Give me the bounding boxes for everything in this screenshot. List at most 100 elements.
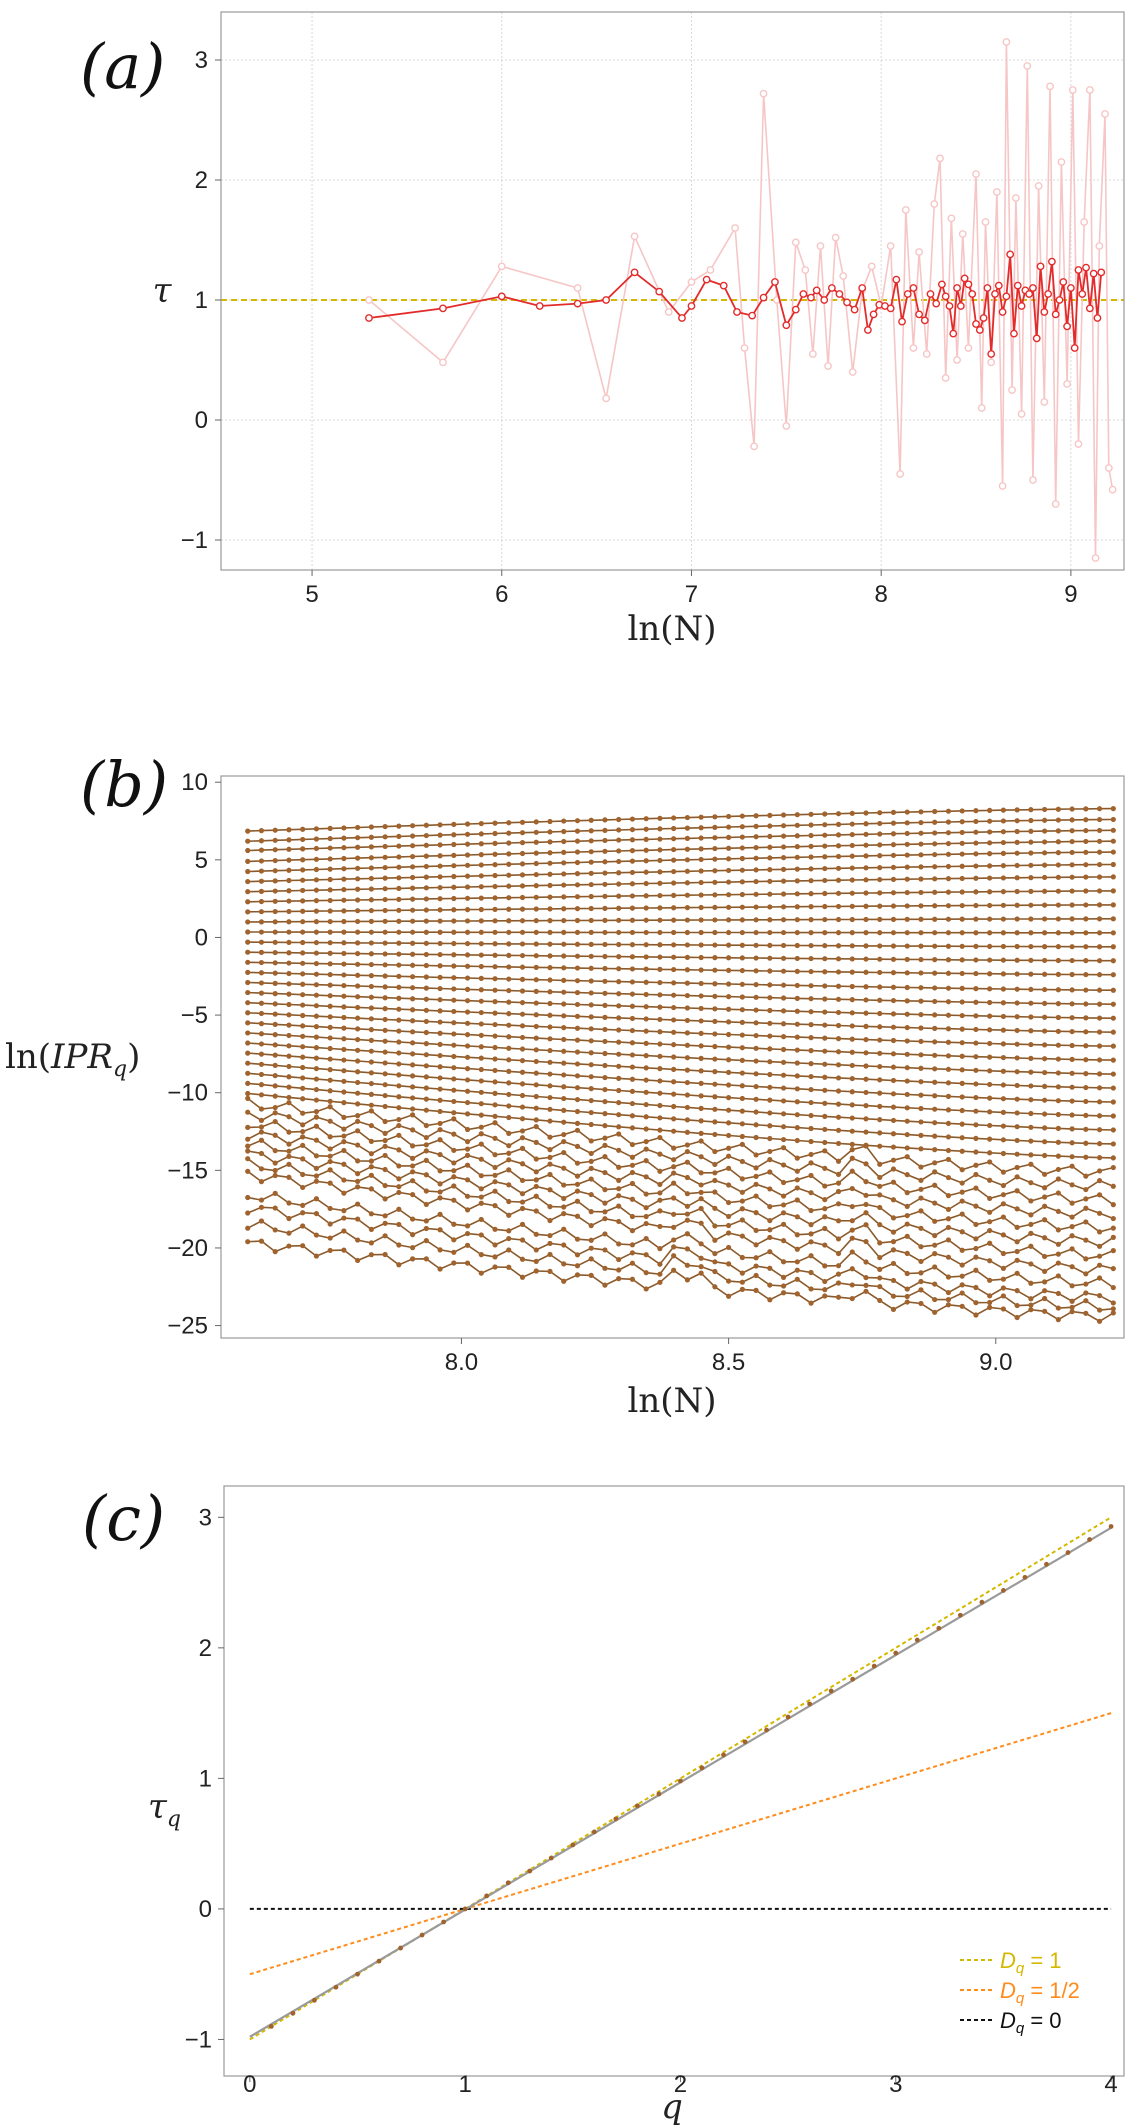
data-point (258, 898, 265, 905)
data-point (1028, 930, 1034, 936)
data-point (945, 985, 952, 991)
data-point (657, 1078, 663, 1084)
data-point (409, 853, 416, 860)
data-point (945, 1093, 952, 1099)
data-point-main (886, 304, 895, 313)
data-point (341, 845, 347, 851)
data-point (1042, 1097, 1048, 1103)
data-point (258, 939, 265, 945)
data-point (657, 1151, 663, 1157)
data-point (835, 930, 842, 936)
data-point (1110, 1141, 1116, 1147)
data-point (698, 1005, 704, 1012)
data-point (1096, 916, 1103, 922)
data-point (478, 1216, 484, 1223)
data-point (327, 918, 333, 925)
data-point (313, 908, 320, 914)
data-point (780, 833, 787, 839)
data-point (1000, 1068, 1006, 1074)
data-point (739, 1133, 745, 1140)
data-point (506, 1068, 512, 1074)
data-point (341, 1190, 347, 1196)
data-point (245, 1210, 251, 1216)
data-point (492, 820, 498, 826)
data-point (712, 1006, 718, 1012)
data-point (258, 1204, 265, 1210)
data-point (712, 1161, 718, 1168)
data-point (506, 929, 512, 935)
data-point (918, 1287, 924, 1293)
data-point (423, 929, 429, 935)
data-point (684, 814, 690, 821)
data-point (780, 1283, 787, 1289)
data-point (863, 1161, 869, 1167)
data-point (506, 1114, 512, 1121)
data-point (396, 1006, 402, 1012)
data-point (341, 1215, 347, 1221)
data-point (423, 1188, 429, 1194)
data-point (1014, 850, 1020, 856)
data-point (368, 1108, 374, 1114)
data-point (258, 1124, 265, 1130)
data-point (643, 905, 649, 911)
data-point (382, 886, 388, 892)
data-point (987, 1068, 993, 1074)
data-point (780, 1008, 787, 1014)
data-point (1096, 1192, 1103, 1198)
data-point (574, 1263, 581, 1269)
data-point (588, 817, 594, 823)
data-point (368, 824, 374, 830)
data-point-main (915, 310, 924, 319)
data-point (1028, 1307, 1034, 1313)
data-point (519, 999, 526, 1006)
data-point (1014, 971, 1020, 977)
data-point (272, 908, 278, 915)
data-point-main (1036, 262, 1045, 271)
data-point (657, 966, 663, 972)
data-point (945, 1066, 952, 1072)
data-point-faint (439, 358, 447, 367)
data-point (863, 1023, 869, 1029)
data-point (1110, 1057, 1116, 1063)
data-point (721, 1752, 726, 1758)
data-point (835, 890, 842, 896)
data-point (1014, 1124, 1020, 1130)
data-point (1096, 987, 1103, 993)
data-point (918, 930, 924, 936)
data-point (1000, 1123, 1006, 1129)
data-point (1096, 1229, 1103, 1235)
data-point (643, 1053, 649, 1059)
data-point (904, 1270, 910, 1277)
data-point (464, 1020, 471, 1026)
data-point (437, 1008, 443, 1014)
data-point (973, 1149, 979, 1155)
data-point (1014, 1257, 1020, 1263)
data-point (1083, 958, 1089, 964)
data-point (533, 988, 539, 994)
data-point (588, 1109, 594, 1116)
data-point (588, 1150, 594, 1157)
data-point (245, 1109, 251, 1115)
data-point (327, 897, 333, 904)
data-point (945, 999, 952, 1005)
data-point (547, 918, 553, 924)
data-point (616, 954, 622, 960)
data-point (629, 1141, 636, 1148)
data-point (863, 810, 869, 816)
data-point (396, 1206, 402, 1212)
data-point (987, 930, 993, 936)
data-point (643, 847, 649, 853)
data-point (890, 1117, 897, 1124)
data-point (272, 1042, 278, 1048)
data-point (547, 839, 553, 845)
data-point (739, 1019, 745, 1025)
data-point (808, 1231, 814, 1237)
data-point (643, 1158, 649, 1164)
data-point (643, 991, 649, 998)
data-point (712, 814, 718, 820)
data-point (561, 1013, 567, 1019)
data-point (959, 840, 965, 846)
data-point (396, 951, 402, 957)
data-point (671, 1237, 677, 1243)
data-point (643, 893, 649, 899)
